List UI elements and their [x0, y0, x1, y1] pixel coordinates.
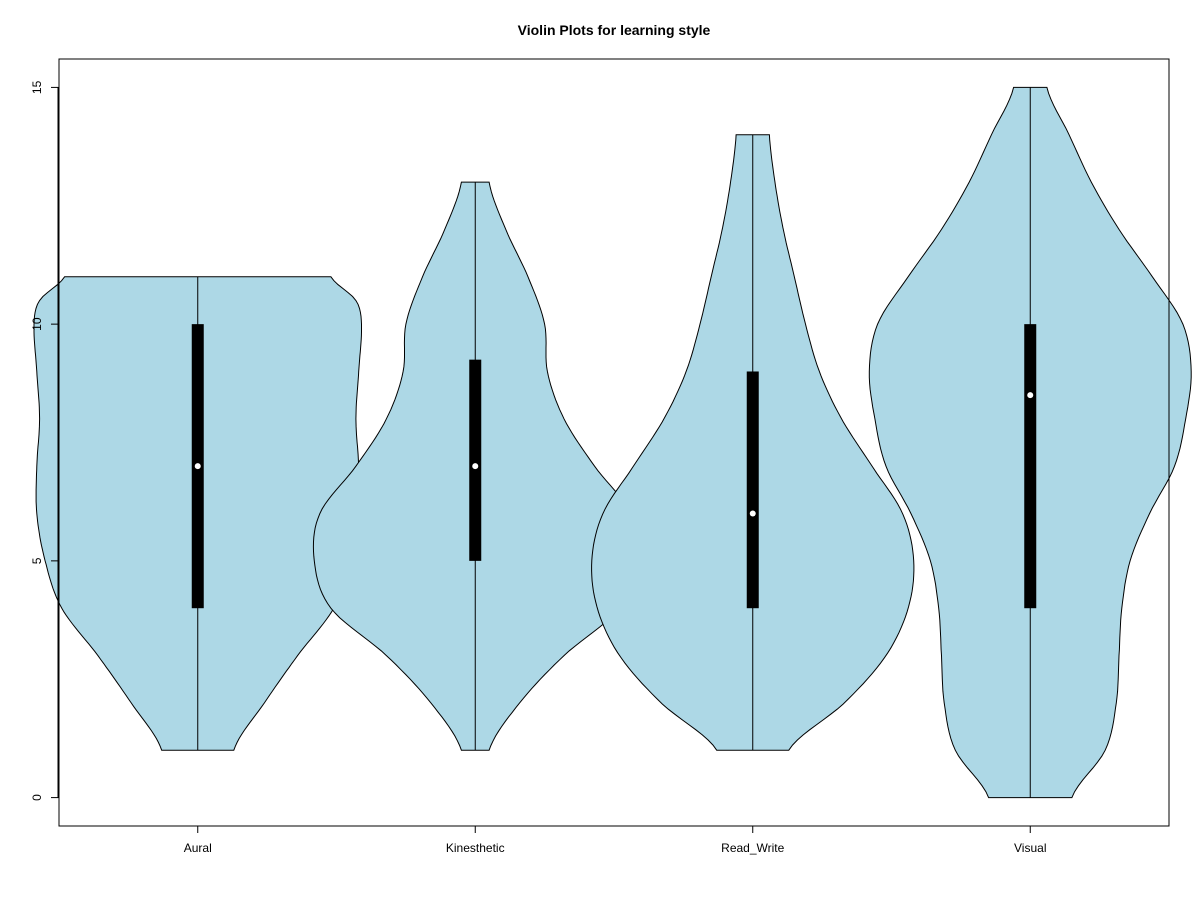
iqr-box-read-write — [746, 371, 759, 609]
x-axis: Aural Kinesthetic Read_Write Visual — [184, 825, 1046, 855]
x-tick-label-read-write: Read_Write — [721, 841, 784, 855]
median-point-kinesthetic — [472, 463, 479, 470]
x-tick-label-aural: Aural — [184, 841, 212, 855]
y-tick-label: 15 — [30, 80, 44, 94]
violin-visual — [868, 86, 1192, 799]
y-axis: 0 5 10 15 — [30, 80, 59, 801]
median-point-visual — [1027, 392, 1034, 399]
y-tick-label: 10 — [30, 317, 44, 331]
iqr-box-visual — [1024, 324, 1037, 609]
violin-group — [33, 86, 1192, 799]
chart-title: Violin Plots for learning style — [518, 22, 711, 38]
violin-kinesthetic — [312, 181, 638, 751]
x-tick-label-visual: Visual — [1014, 841, 1046, 855]
y-tick-label: 0 — [30, 794, 44, 801]
y-tick-label: 5 — [30, 557, 44, 564]
median-point-read-write — [749, 510, 756, 517]
median-point-aural — [194, 463, 201, 470]
violin-aural — [33, 276, 362, 751]
violin-read-write — [591, 134, 915, 751]
iqr-box-kinesthetic — [469, 359, 482, 561]
x-tick-label-kinesthetic: Kinesthetic — [446, 841, 505, 855]
